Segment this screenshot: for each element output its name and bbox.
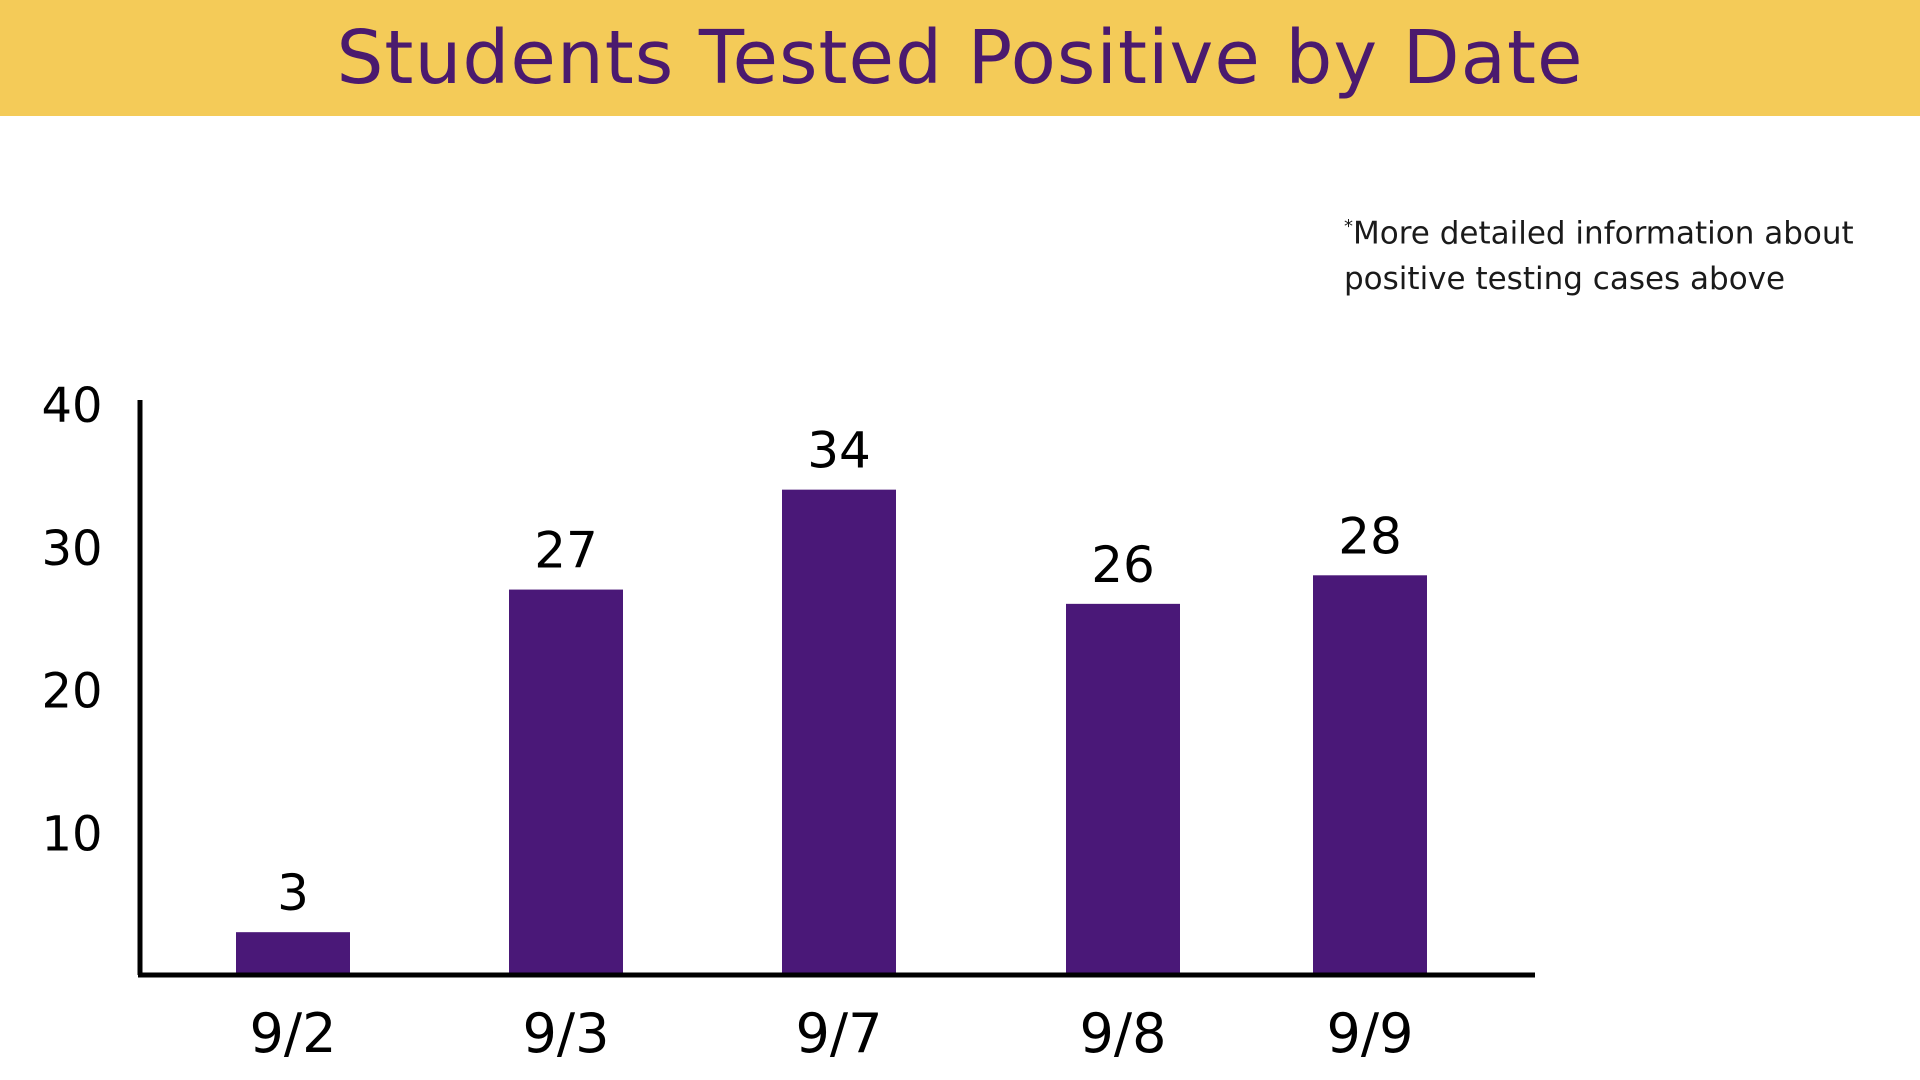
bars-group — [236, 489, 1427, 973]
footnote-line-1: More detailed information about — [1353, 215, 1854, 252]
y-tick-label: 10 — [41, 806, 102, 862]
x-tick-label: 9/3 — [523, 1002, 610, 1065]
x-axis-labels-group: 9/2 9/3 9/7 9/8 9/9 — [250, 1002, 1414, 1065]
value-labels-group: 3 27 34 26 28 — [277, 422, 1402, 923]
data-label: 27 — [534, 522, 598, 580]
x-tick-label: 9/2 — [250, 1002, 337, 1065]
footnote-marker: * — [1344, 216, 1353, 237]
title-banner: Students Tested Positive by Date — [0, 0, 1920, 116]
y-tick-label: 20 — [41, 664, 102, 720]
y-tick-label: 40 — [41, 378, 102, 434]
data-label: 3 — [277, 864, 309, 922]
x-tick-label: 9/8 — [1080, 1002, 1167, 1065]
data-label: 34 — [807, 422, 871, 480]
data-label: 26 — [1091, 536, 1155, 594]
y-axis-labels-group: 10 20 30 40 — [41, 378, 102, 862]
bar-9-3 — [509, 589, 623, 973]
bar-9-2 — [236, 932, 350, 973]
bar-9-9 — [1313, 575, 1427, 973]
bar-9-8 — [1066, 603, 1180, 973]
y-tick-label: 30 — [41, 521, 102, 577]
data-label: 28 — [1338, 507, 1402, 565]
x-tick-label: 9/7 — [796, 1002, 883, 1065]
footnote-line-2: positive testing cases above — [1344, 261, 1786, 298]
chart-title: Students Tested Positive by Date — [336, 15, 1584, 101]
bar-9-7 — [782, 489, 896, 973]
x-tick-label: 9/9 — [1327, 1002, 1414, 1065]
footnote: *More detailed information about positiv… — [1344, 204, 1864, 302]
